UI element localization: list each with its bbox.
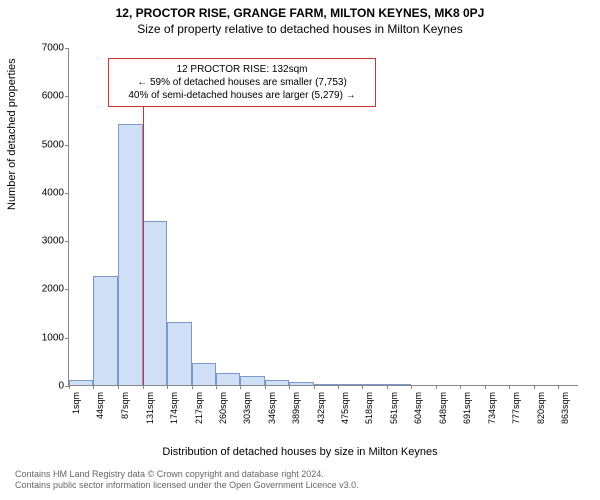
- xtick-label: 518sqm: [364, 392, 374, 424]
- xtick-mark: [118, 385, 119, 389]
- xtick-mark: [387, 385, 388, 389]
- xtick-label: 87sqm: [120, 392, 130, 419]
- xtick-label: 217sqm: [194, 392, 204, 424]
- histogram-bar: [192, 363, 216, 385]
- xtick-mark: [436, 385, 437, 389]
- chart-title-main: 12, PROCTOR RISE, GRANGE FARM, MILTON KE…: [0, 0, 600, 20]
- xtick-label: 734sqm: [487, 392, 497, 424]
- ytick-label: 2000: [42, 284, 64, 295]
- xtick-label: 475sqm: [340, 392, 350, 424]
- footer-line-2: Contains public sector information licen…: [15, 480, 359, 492]
- histogram-bar: [289, 382, 313, 385]
- xtick-label: 863sqm: [560, 392, 570, 424]
- ytick-mark: [65, 96, 69, 97]
- xtick-mark: [69, 385, 70, 389]
- xtick-label: 648sqm: [438, 392, 448, 424]
- reference-marker-line: [143, 67, 144, 385]
- ytick-mark: [65, 241, 69, 242]
- histogram-bar: [69, 380, 93, 385]
- xtick-label: 260sqm: [218, 392, 228, 424]
- y-axis-label: Number of detached properties: [6, 58, 18, 210]
- ytick-label: 1000: [42, 332, 64, 343]
- xtick-label: 561sqm: [389, 392, 399, 424]
- xtick-mark: [216, 385, 217, 389]
- histogram-bar: [93, 276, 117, 385]
- xtick-label: 389sqm: [291, 392, 301, 424]
- ytick-mark: [65, 145, 69, 146]
- xtick-mark: [485, 385, 486, 389]
- xtick-label: 303sqm: [242, 392, 252, 424]
- histogram-bar: [338, 384, 362, 385]
- xtick-mark: [534, 385, 535, 389]
- xtick-label: 604sqm: [413, 392, 423, 424]
- chart-title-sub: Size of property relative to detached ho…: [0, 20, 600, 36]
- histogram-bar: [216, 373, 240, 385]
- footer-attribution: Contains HM Land Registry data © Crown c…: [15, 469, 359, 492]
- xtick-mark: [509, 385, 510, 389]
- xtick-label: 44sqm: [95, 392, 105, 419]
- histogram-bar: [314, 384, 338, 385]
- xtick-mark: [338, 385, 339, 389]
- ytick-label: 5000: [42, 139, 64, 150]
- ytick-label: 4000: [42, 187, 64, 198]
- xtick-mark: [143, 385, 144, 389]
- histogram-bar: [362, 384, 386, 385]
- annotation-line-2: ← 59% of detached houses are smaller (7,…: [117, 76, 367, 89]
- xtick-mark: [192, 385, 193, 389]
- xtick-mark: [167, 385, 168, 389]
- footer-line-1: Contains HM Land Registry data © Crown c…: [15, 469, 359, 481]
- ytick-label: 0: [58, 381, 64, 392]
- xtick-mark: [460, 385, 461, 389]
- xtick-label: 1sqm: [71, 392, 81, 414]
- histogram-bar: [387, 384, 411, 385]
- ytick-mark: [65, 289, 69, 290]
- ytick-mark: [65, 48, 69, 49]
- xtick-label: 174sqm: [169, 392, 179, 424]
- ytick-mark: [65, 338, 69, 339]
- annotation-line-1: 12 PROCTOR RISE: 132sqm: [117, 63, 367, 76]
- histogram-bar: [240, 376, 264, 385]
- xtick-label: 820sqm: [536, 392, 546, 424]
- xtick-mark: [314, 385, 315, 389]
- ytick-label: 7000: [42, 43, 64, 54]
- histogram-bar: [118, 124, 143, 385]
- xtick-mark: [362, 385, 363, 389]
- xtick-mark: [411, 385, 412, 389]
- annotation-callout: 12 PROCTOR RISE: 132sqm ← 59% of detache…: [108, 58, 376, 107]
- xtick-label: 691sqm: [462, 392, 472, 424]
- xtick-mark: [289, 385, 290, 389]
- xtick-mark: [558, 385, 559, 389]
- chart-container: 12, PROCTOR RISE, GRANGE FARM, MILTON KE…: [0, 0, 600, 500]
- xtick-mark: [240, 385, 241, 389]
- annotation-line-3: 40% of semi-detached houses are larger (…: [117, 89, 367, 102]
- histogram-bar: [167, 322, 191, 385]
- x-axis-label: Distribution of detached houses by size …: [0, 446, 600, 458]
- ytick-label: 3000: [42, 236, 64, 247]
- histogram-bar: [143, 221, 167, 385]
- xtick-label: 432sqm: [316, 392, 326, 424]
- ytick-mark: [65, 193, 69, 194]
- ytick-label: 6000: [42, 91, 64, 102]
- xtick-label: 131sqm: [145, 392, 155, 424]
- xtick-mark: [265, 385, 266, 389]
- xtick-label: 346sqm: [267, 392, 277, 424]
- xtick-label: 777sqm: [511, 392, 521, 424]
- xtick-mark: [93, 385, 94, 389]
- histogram-bar: [265, 380, 289, 385]
